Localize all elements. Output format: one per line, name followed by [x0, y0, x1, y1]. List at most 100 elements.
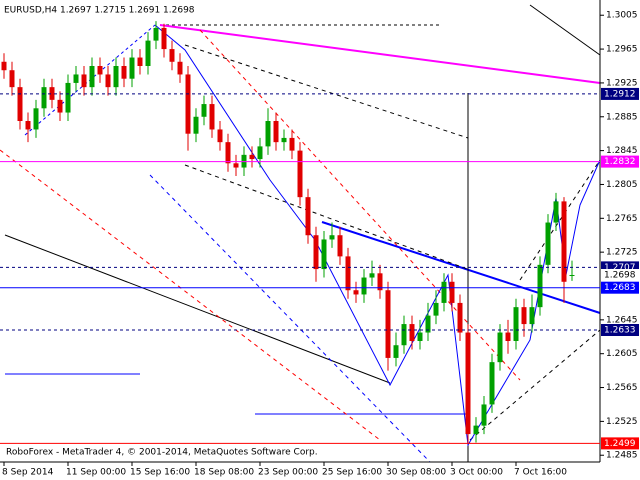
- candle-body: [545, 222, 551, 265]
- candle-body: [233, 163, 239, 168]
- price-level-tag: [601, 437, 639, 450]
- candle-body: [225, 142, 231, 164]
- candle-body: [393, 345, 399, 358]
- candle-body: [57, 99, 63, 113]
- candle-body: [193, 116, 199, 134]
- y-tick-label: 1.2565: [606, 383, 638, 393]
- candle-body: [561, 201, 567, 282]
- candle-body: [257, 146, 263, 160]
- candle-body: [129, 57, 135, 79]
- candle-body: [409, 324, 415, 341]
- candle-body: [529, 307, 535, 325]
- candle-body: [49, 87, 55, 100]
- x-tick-label: 7 Oct 16:00: [514, 468, 567, 478]
- candle-body: [321, 239, 327, 270]
- y-tick-label: 1.2925: [606, 78, 638, 88]
- candle-body: [73, 74, 79, 83]
- candle-body: [369, 273, 375, 278]
- candle-body: [377, 273, 383, 291]
- channel-line: [184, 44, 469, 139]
- trendline: [529, 4, 601, 56]
- candle-body: [273, 121, 279, 143]
- candle-body: [537, 264, 543, 308]
- candle-body: [505, 332, 511, 341]
- candle-body: [345, 256, 351, 291]
- candle-body: [497, 332, 503, 363]
- candle-body: [353, 290, 359, 295]
- candle-body: [137, 57, 143, 66]
- candle-body: [9, 70, 15, 88]
- candle-body: [329, 235, 335, 240]
- candle-body: [89, 66, 95, 88]
- trendline: [321, 221, 601, 314]
- candle-body: [473, 425, 479, 435]
- candle-body: [17, 87, 23, 121]
- candle-body: [249, 154, 255, 160]
- candle-body: [281, 137, 287, 143]
- chart-title: EURUSD,H4 1.2697 1.2715 1.2691 1.2698: [4, 6, 195, 16]
- candle-body: [65, 82, 71, 113]
- y-tick-label: 1.2725: [606, 248, 638, 258]
- last-price-label: 1.2698: [604, 271, 636, 281]
- candle-body: [201, 104, 207, 117]
- x-tick-label: 8 Sep 2014: [2, 468, 54, 478]
- candle-body: [169, 49, 175, 62]
- candle-body: [313, 235, 319, 270]
- y-tick-label: 1.3005: [606, 11, 638, 21]
- candle-body: [33, 108, 39, 130]
- footer: RoboForex - MetaTrader 4, © 2001-2014, M…: [6, 448, 318, 458]
- candle-body: [153, 27, 159, 41]
- y-tick-label: 1.2605: [606, 349, 638, 359]
- last-price-tag: [601, 269, 639, 281]
- x-tick-label: 18 Sep 08:00: [194, 468, 254, 478]
- candle-body: [1, 61, 7, 71]
- price-level-label: 1.2912: [604, 89, 636, 99]
- candle-body: [465, 332, 471, 435]
- candle-body: [337, 235, 343, 257]
- candle-body: [217, 129, 223, 143]
- y-tick-label: 1.2485: [606, 451, 638, 461]
- candle-body: [161, 27, 167, 50]
- candle-body: [449, 281, 455, 303]
- channel-line: [184, 164, 471, 271]
- price-level-tag: [601, 281, 639, 294]
- candle-body: [385, 290, 391, 358]
- candle-body: [209, 104, 215, 130]
- candle-body: [553, 201, 559, 223]
- candle-body: [25, 121, 31, 130]
- y-tick-label: 1.2965: [606, 45, 638, 55]
- candle-body: [289, 137, 295, 151]
- y-tick-label: 1.2525: [606, 417, 638, 427]
- candle-body: [145, 40, 151, 66]
- candle-body: [41, 87, 47, 109]
- price-level-label: 1.2707: [604, 263, 636, 273]
- x-tick-label: 23 Sep 00:00: [258, 468, 318, 478]
- x-tick-label: 30 Sep 08:00: [386, 468, 446, 478]
- price-level-label: 1.2499: [604, 439, 636, 449]
- candle-body: [97, 66, 103, 75]
- candle-body: [489, 362, 495, 405]
- trendline: [4, 234, 391, 384]
- x-tick-label: 25 Sep 16:00: [322, 468, 382, 478]
- price-level-label: 1.2633: [604, 326, 636, 336]
- candle-body: [185, 74, 191, 134]
- candle-body: [401, 324, 407, 346]
- candle-body: [305, 197, 311, 236]
- candle-body: [297, 150, 303, 198]
- price-level-label: 1.2683: [604, 283, 636, 293]
- price-level-tag: [601, 155, 639, 168]
- price-level-tag: [601, 324, 639, 336]
- candle-body: [177, 61, 183, 75]
- candle-body: [569, 275, 575, 276]
- candle-body: [457, 302, 463, 333]
- y-tick-label: 1.2645: [606, 315, 638, 325]
- candle-body: [265, 121, 271, 147]
- y-tick-label: 1.2885: [606, 112, 638, 122]
- trendline: [159, 24, 601, 84]
- price-level-label: 1.2832: [604, 157, 636, 167]
- candle-body: [105, 74, 111, 88]
- y-tick-label: 1.2805: [606, 180, 638, 190]
- x-tick-label: 15 Sep 16:00: [130, 468, 190, 478]
